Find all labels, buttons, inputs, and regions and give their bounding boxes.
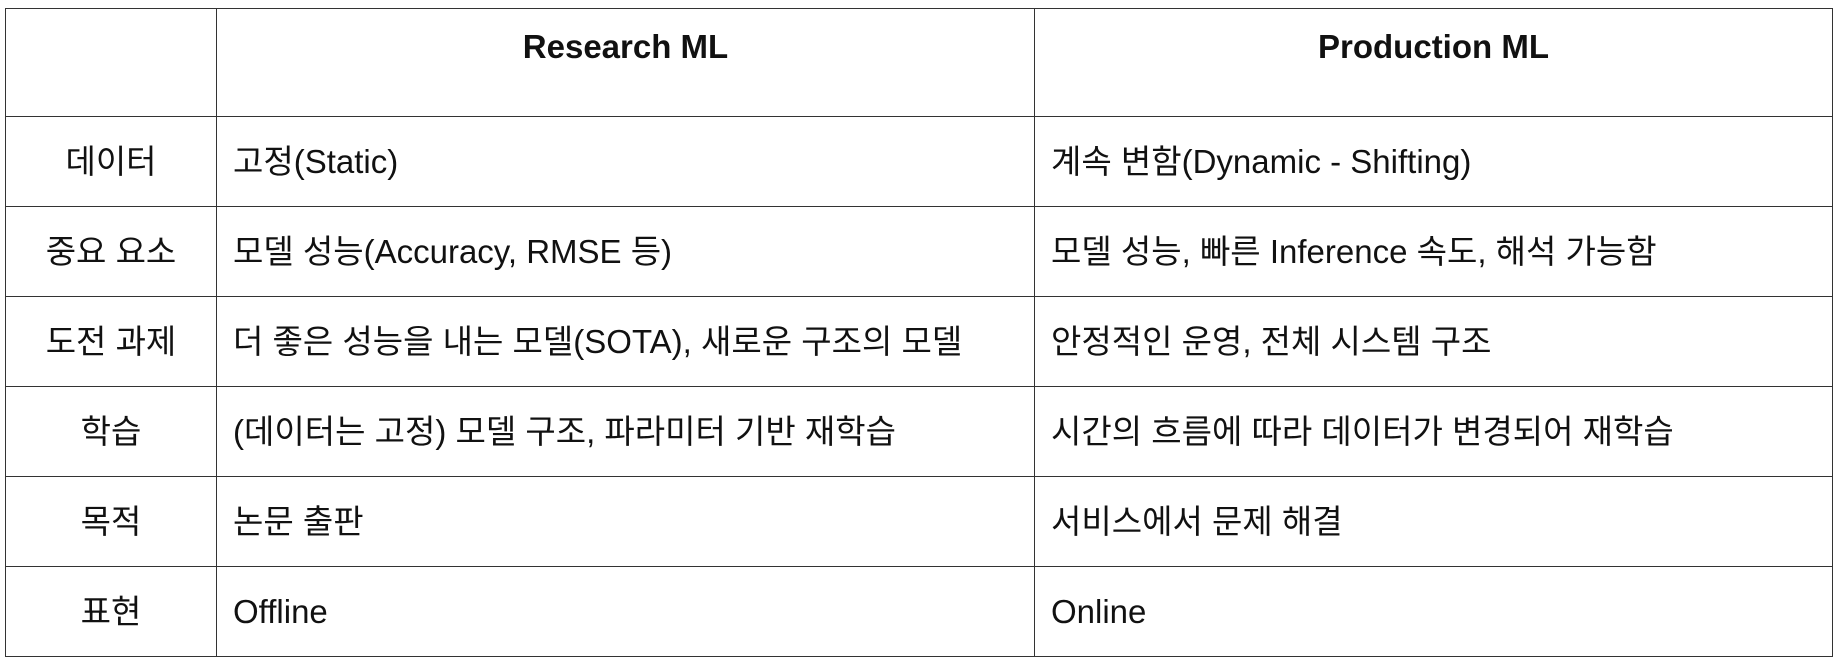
row-label: 목적 — [5, 476, 217, 567]
row-label: 도전 과제 — [5, 296, 217, 387]
table-row: 학습 (데이터는 고정) 모델 구조, 파라미터 기반 재학습 시간의 흐름에 … — [5, 386, 1833, 477]
research-cell: 모델 성능(Accuracy, RMSE 등) — [216, 206, 1035, 297]
table-header: Research ML Production ML — [5, 8, 1833, 117]
row-label: 표현 — [5, 566, 217, 657]
row-label: 데이터 — [5, 116, 217, 207]
row-label: 학습 — [5, 386, 217, 477]
header-row: Research ML Production ML — [5, 8, 1833, 117]
header-production-ml: Production ML — [1034, 8, 1833, 117]
production-cell: 시간의 흐름에 따라 데이터가 변경되어 재학습 — [1034, 386, 1833, 477]
table-row: 중요 요소 모델 성능(Accuracy, RMSE 등) 모델 성능, 빠른 … — [5, 206, 1833, 297]
table-row: 데이터 고정(Static) 계속 변함(Dynamic - Shifting) — [5, 116, 1833, 207]
research-cell: Offline — [216, 566, 1035, 657]
production-cell: 안정적인 운영, 전체 시스템 구조 — [1034, 296, 1833, 387]
research-cell: 더 좋은 성능을 내는 모델(SOTA), 새로운 구조의 모델 — [216, 296, 1035, 387]
research-cell: 고정(Static) — [216, 116, 1035, 207]
research-cell: 논문 출판 — [216, 476, 1035, 567]
table-row: 도전 과제 더 좋은 성능을 내는 모델(SOTA), 새로운 구조의 모델 안… — [5, 296, 1833, 387]
row-label: 중요 요소 — [5, 206, 217, 297]
research-cell: (데이터는 고정) 모델 구조, 파라미터 기반 재학습 — [216, 386, 1035, 477]
production-cell: Online — [1034, 566, 1833, 657]
production-cell: 모델 성능, 빠른 Inference 속도, 해석 가능함 — [1034, 206, 1833, 297]
header-research-ml: Research ML — [216, 8, 1035, 117]
comparison-table: Research ML Production ML 데이터 고정(Static)… — [5, 8, 1833, 657]
production-cell: 계속 변함(Dynamic - Shifting) — [1034, 116, 1833, 207]
production-cell: 서비스에서 문제 해결 — [1034, 476, 1833, 567]
table-row: 목적 논문 출판 서비스에서 문제 해결 — [5, 476, 1833, 567]
table-body: 데이터 고정(Static) 계속 변함(Dynamic - Shifting)… — [5, 116, 1833, 657]
table-row: 표현 Offline Online — [5, 566, 1833, 657]
header-corner-cell — [5, 8, 217, 117]
